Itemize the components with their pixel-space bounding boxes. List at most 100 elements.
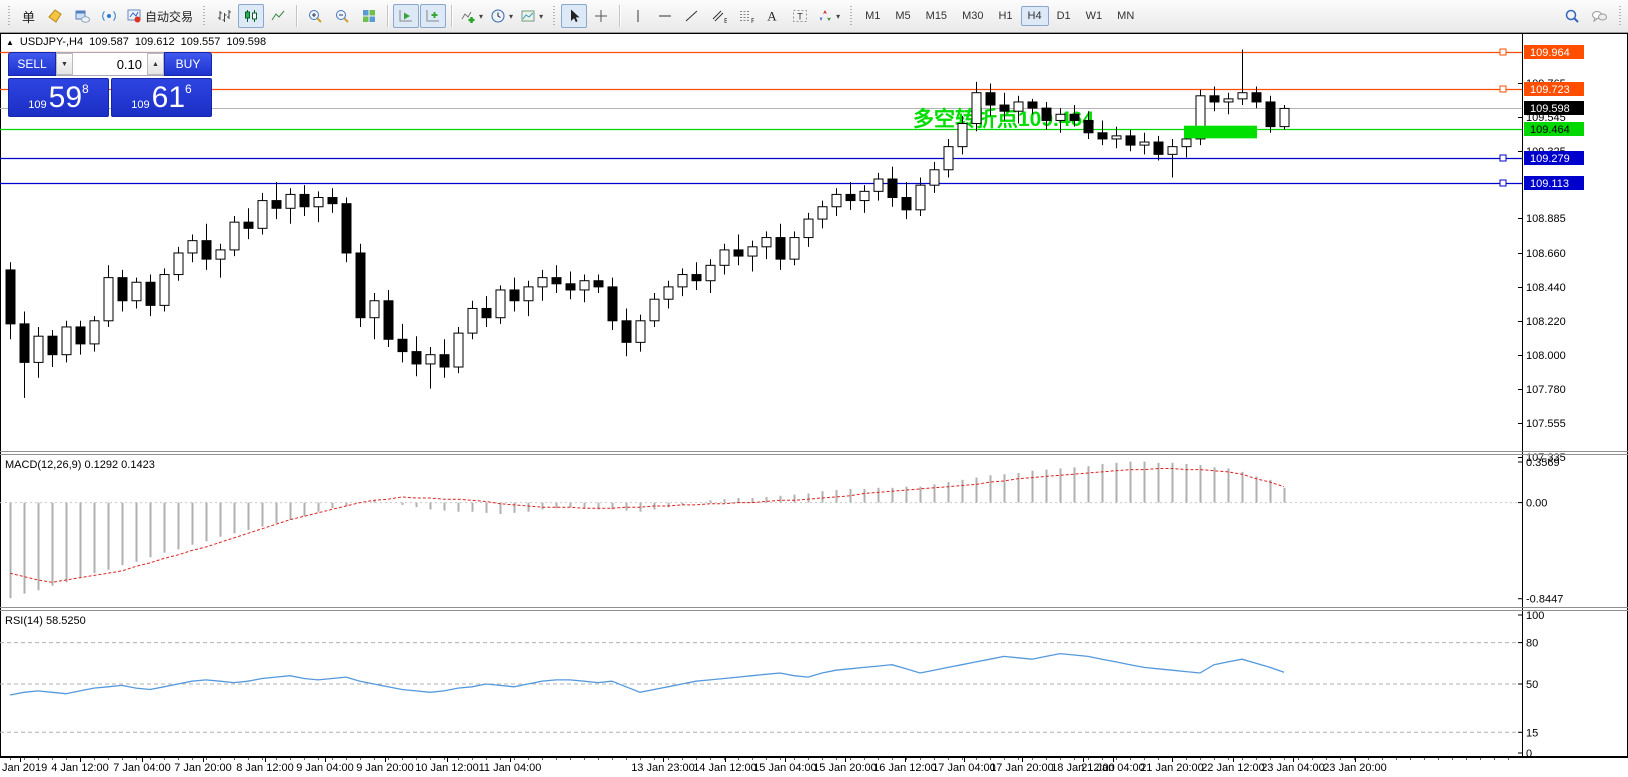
- candle-bull: [859, 190, 870, 202]
- text-tool-icon: A: [767, 9, 777, 24]
- sell-price-button[interactable]: 109 59 8: [8, 78, 109, 117]
- time-label[interactable]: 9 Jan 04:00: [296, 762, 354, 774]
- indicators-button[interactable]: ▾: [457, 4, 486, 28]
- time-label[interactable]: 7 Jan 20:00: [174, 762, 232, 774]
- toolbar-grip[interactable]: [848, 6, 854, 26]
- dropdown-caret-icon: ▾: [509, 11, 514, 21]
- fibonacci-button[interactable]: F: [733, 4, 759, 28]
- candle-bull: [537, 277, 548, 288]
- timeframe-m30[interactable]: M30: [955, 6, 990, 26]
- timeframe-h4[interactable]: H4: [1020, 6, 1049, 26]
- equidistant-channel-button[interactable]: E: [706, 4, 732, 28]
- time-label[interactable]: 3 Jan 2019: [0, 762, 47, 774]
- horizontal-line-button[interactable]: [652, 4, 678, 28]
- highlight-rectangle[interactable]: [1184, 125, 1257, 139]
- vertical-line-button[interactable]: [625, 4, 651, 28]
- volume-increase-button[interactable]: ▲: [147, 53, 164, 75]
- search-button[interactable]: [1559, 4, 1585, 28]
- bar-chart-mode-button[interactable]: [211, 4, 237, 28]
- timeframe-m5[interactable]: M5: [888, 6, 917, 26]
- hline-handle[interactable]: [1499, 154, 1507, 162]
- symbol-collapse-arrow[interactable]: ▲: [6, 37, 14, 47]
- volume-decrease-button[interactable]: ▼: [56, 53, 73, 75]
- volume-input[interactable]: [73, 53, 147, 75]
- svg-text:F: F: [751, 18, 754, 24]
- candlestick-mode-button[interactable]: [238, 4, 265, 28]
- candle-bear: [19, 323, 30, 363]
- buy-button[interactable]: BUY: [164, 52, 212, 76]
- timeframe-m1[interactable]: M1: [858, 6, 887, 26]
- auto-scroll-button[interactable]: [393, 4, 420, 28]
- time-label[interactable]: 14 Jan 12:00: [693, 762, 757, 774]
- time-label[interactable]: 16 Jan 12:00: [873, 762, 937, 774]
- zoom-in-icon: [309, 10, 322, 23]
- toolbar-grip[interactable]: [6, 6, 11, 26]
- time-label[interactable]: 21 Jan 20:00: [1140, 762, 1204, 774]
- time-label[interactable]: 7 Jan 04:00: [113, 762, 171, 774]
- line-chart-mode-button[interactable]: [265, 4, 291, 28]
- zoom-in-button[interactable]: [302, 4, 328, 28]
- timeframe-h1[interactable]: H1: [991, 6, 1019, 26]
- candle-bear: [1041, 107, 1052, 121]
- time-label[interactable]: 8 Jan 12:00: [236, 762, 294, 774]
- candle-bull: [257, 200, 268, 229]
- candle-bull: [453, 332, 464, 368]
- text-tool-button[interactable]: A: [760, 4, 786, 28]
- crosshair-button[interactable]: [588, 4, 614, 28]
- trendline-button[interactable]: [679, 4, 705, 28]
- periods-button[interactable]: ▾: [487, 4, 516, 28]
- time-label[interactable]: 22 Jan 12:00: [1201, 762, 1265, 774]
- hline-handle[interactable]: [1499, 179, 1507, 187]
- time-label[interactable]: 23 Jan 20:00: [1323, 762, 1387, 774]
- candle-bear: [397, 338, 408, 353]
- signals-button[interactable]: [96, 4, 122, 28]
- candle-bear: [1083, 119, 1094, 134]
- time-label[interactable]: 17 Jan 04:00: [932, 762, 996, 774]
- zoom-out-button[interactable]: [329, 4, 355, 28]
- candle-bear: [1153, 141, 1164, 155]
- timeframe-m15[interactable]: M15: [919, 6, 954, 26]
- time-label[interactable]: 15 Jan 20:00: [813, 762, 877, 774]
- sell-price-big: 59: [48, 80, 83, 114]
- sell-button[interactable]: SELL: [8, 52, 56, 76]
- hline-handle[interactable]: [1499, 48, 1507, 56]
- toolbar-grip[interactable]: [1617, 6, 1622, 26]
- zoom-out-icon: [336, 10, 349, 23]
- candle-bull: [663, 286, 674, 300]
- timeframe-mn[interactable]: MN: [1110, 6, 1141, 26]
- time-label[interactable]: 13 Jan 23:00: [631, 762, 695, 774]
- svg-text:A: A: [767, 9, 777, 24]
- buy-price-button[interactable]: 109 61 6: [111, 78, 212, 117]
- price-tick-label: 108.000: [1526, 350, 1566, 362]
- hline-handle[interactable]: [1499, 85, 1507, 93]
- candle-bear: [383, 300, 394, 340]
- time-label[interactable]: 9 Jan 20:00: [356, 762, 414, 774]
- chart-shift-button[interactable]: [420, 4, 447, 28]
- time-label[interactable]: 11 Jan 04:00: [479, 762, 542, 774]
- time-label[interactable]: 18 Jan 12:00: [1051, 762, 1115, 774]
- arrows-tool-button[interactable]: ▾: [814, 4, 843, 28]
- timeframe-w1[interactable]: W1: [1079, 6, 1110, 26]
- time-label[interactable]: 17 Jan 20:00: [990, 762, 1054, 774]
- timeframe-d1[interactable]: D1: [1050, 6, 1078, 26]
- label-tool-button[interactable]: T: [787, 4, 813, 28]
- order-tag-button[interactable]: [42, 4, 68, 28]
- chart-window-button[interactable]: [69, 4, 95, 28]
- candle-bear: [775, 237, 786, 260]
- cursor-button[interactable]: [561, 4, 588, 28]
- time-label[interactable]: 4 Jan 12:00: [51, 762, 109, 774]
- time-label[interactable]: 15 Jan 04:00: [753, 762, 817, 774]
- toolbar-grip[interactable]: [551, 6, 557, 26]
- time-label[interactable]: 21 Jan 04:00: [1081, 762, 1145, 774]
- toolbar-grip[interactable]: [201, 6, 207, 26]
- time-label[interactable]: 10 Jan 12:00: [415, 762, 479, 774]
- chat-button[interactable]: [1586, 4, 1612, 28]
- time-label[interactable]: 23 Jan 04:00: [1261, 762, 1325, 774]
- new-order-button[interactable]: 单: [16, 4, 41, 28]
- templates-button[interactable]: ▾: [517, 4, 546, 28]
- tile-windows-button[interactable]: [356, 4, 382, 28]
- candle-bear: [999, 104, 1010, 112]
- candle-bull: [1013, 101, 1024, 112]
- autotrading-button[interactable]: 自动交易: [123, 4, 196, 28]
- price-tick-label: 108.660: [1526, 248, 1566, 260]
